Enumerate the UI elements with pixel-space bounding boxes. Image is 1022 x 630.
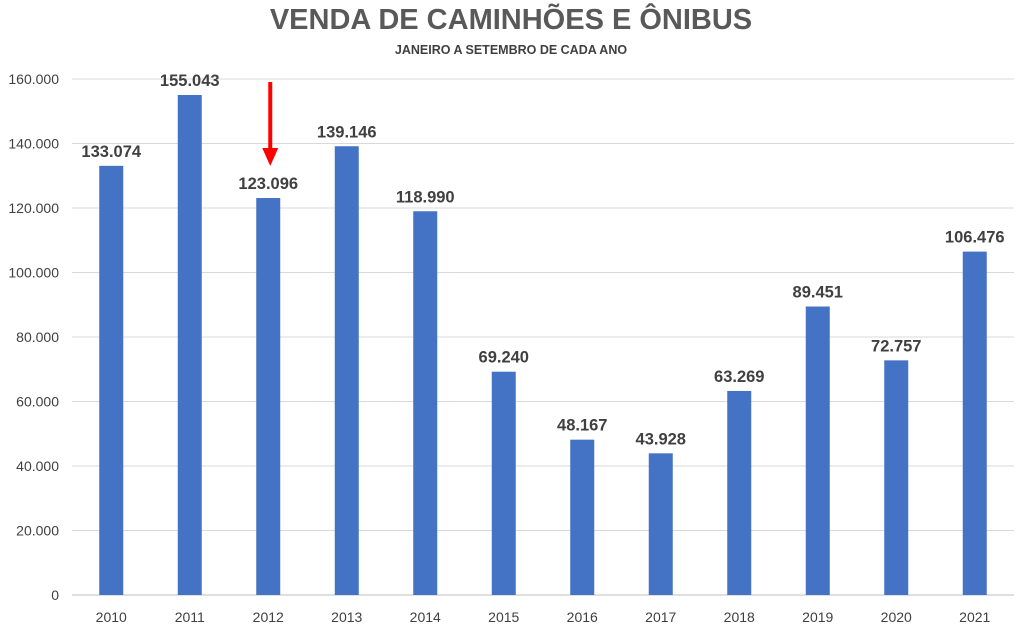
y-axis-tick-labels: 0 20.000 40.000 60.000 80.000 100.000 120.000 1… [8, 71, 59, 603]
data-label-2017: 43.928 [636, 430, 686, 448]
bar-2012 [256, 198, 281, 596]
data-label-2014: 118.990 [396, 188, 455, 206]
bar-2015 [491, 371, 516, 595]
bars [99, 94, 987, 596]
y-tick-label: 60.000 [16, 394, 59, 410]
data-labels: 133.074 155.043 123.096 139.146 118.990 69.24… [81, 72, 1004, 448]
data-label-2020: 72.757 [871, 337, 921, 355]
y-tick-label: 20.000 [16, 523, 59, 539]
chart-subtitle: JANEIRO A SETEMBRO DE CADA ANO [394, 43, 628, 57]
bar-2011 [177, 94, 202, 595]
data-label-2018: 63.269 [714, 368, 764, 386]
y-tick-label: 120.000 [8, 200, 59, 216]
bar-2017 [648, 453, 673, 595]
data-label-2016: 48.167 [557, 417, 607, 435]
x-tick-label-2020: 2020 [881, 609, 912, 625]
data-label-2012: 123.096 [238, 175, 298, 193]
bar-2018 [727, 390, 752, 595]
red-arrow-annotation [262, 82, 279, 166]
x-tick-label-2010: 2010 [96, 609, 127, 625]
x-tick-label-2016: 2016 [567, 609, 598, 625]
y-tick-label: 100.000 [8, 265, 59, 281]
y-tick-label: 40.000 [16, 458, 59, 474]
bar-2019 [805, 306, 830, 595]
arrow-head [262, 148, 279, 166]
data-label-2011: 155.043 [160, 72, 220, 90]
x-tick-label-2014: 2014 [410, 609, 441, 625]
x-tick-label-2011: 2011 [175, 609, 205, 625]
data-label-2021: 106.476 [945, 229, 1005, 247]
bar-2014 [413, 211, 438, 595]
data-label-2015: 69.240 [479, 349, 529, 367]
gridlines [72, 78, 1014, 596]
x-axis-tick-labels: 2010 2011 2012 2013 2014 2015 2016 2017 2018 2019… [96, 609, 991, 625]
x-tick-label-2018: 2018 [724, 609, 755, 625]
data-label-2010: 133.074 [81, 143, 141, 161]
bar-2013 [334, 146, 359, 595]
y-tick-label: 80.000 [16, 329, 59, 345]
y-tick-label: 140.000 [8, 136, 59, 152]
x-tick-label-2013: 2013 [331, 609, 362, 625]
x-tick-label-2015: 2015 [488, 609, 519, 625]
x-tick-label-2017: 2017 [645, 609, 676, 625]
y-tick-label: 160.000 [8, 71, 59, 87]
bar-2021 [962, 251, 987, 595]
bar-2016 [570, 439, 595, 595]
data-label-2013: 139.146 [317, 123, 377, 141]
x-tick-label-2019: 2019 [802, 609, 833, 625]
annotations [262, 82, 279, 166]
bar-2010 [99, 165, 124, 595]
data-label-2019: 89.451 [793, 284, 843, 302]
y-tick-label: 0 [51, 587, 59, 603]
bar-2020 [884, 360, 909, 595]
x-tick-label-2021: 2021 [959, 609, 990, 625]
chart-title: VENDA DE CAMINHÕES E ÔNIBUS [269, 4, 753, 36]
x-tick-label-2012: 2012 [253, 609, 284, 625]
